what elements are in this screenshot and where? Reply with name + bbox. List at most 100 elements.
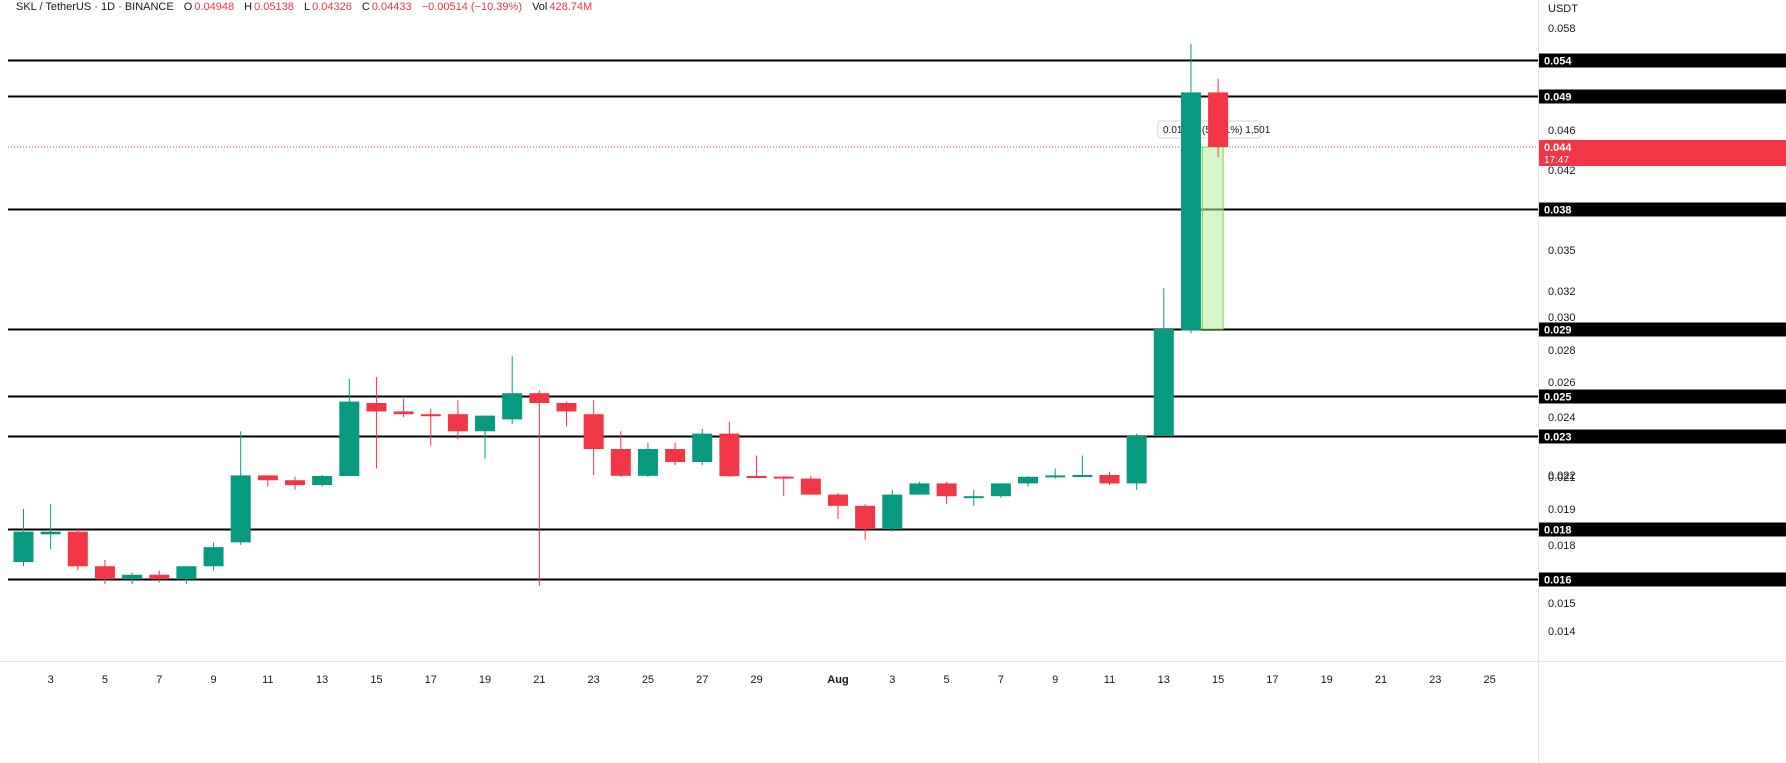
candle[interactable] [882, 489, 903, 532]
candle-body [94, 566, 115, 579]
candle[interactable] [1099, 471, 1120, 485]
candle[interactable] [94, 559, 115, 585]
candle[interactable] [800, 475, 821, 495]
candle-body [257, 475, 278, 481]
candle-body [40, 531, 61, 535]
price-tick-label: 0.042 [1548, 165, 1576, 177]
time-tick-label: 9 [210, 674, 216, 686]
candle[interactable] [67, 529, 88, 571]
level-price-label: 0.029 [1544, 325, 1572, 337]
candle[interactable] [312, 475, 333, 487]
candle[interactable] [339, 378, 360, 477]
candle-body [746, 476, 767, 478]
candle[interactable] [1018, 476, 1039, 487]
candle-body [67, 531, 88, 567]
candle[interactable] [13, 509, 34, 567]
current-price-label: 0.044 [1544, 142, 1572, 154]
candle[interactable] [203, 542, 224, 571]
price-tick-label: 0.058 [1548, 23, 1576, 35]
candle[interactable] [909, 481, 930, 495]
candle[interactable] [1180, 44, 1201, 334]
candle[interactable] [40, 504, 61, 550]
candle-body [828, 494, 848, 506]
candle[interactable] [1126, 433, 1147, 490]
candle[interactable] [529, 390, 550, 586]
candle[interactable] [1072, 455, 1093, 478]
candle[interactable] [746, 455, 767, 479]
volume-value: 428.74M [549, 1, 593, 13]
candle-body [1045, 475, 1066, 478]
open-label: O [183, 1, 193, 13]
candle-body [366, 403, 387, 412]
candle-body [393, 411, 414, 415]
candle[interactable] [1208, 78, 1229, 157]
candle[interactable] [855, 504, 876, 540]
time-tick-label: 3 [48, 674, 54, 686]
currency-label[interactable]: USDT [1548, 3, 1578, 15]
currency-selector[interactable]: USDT [1538, 0, 1786, 22]
candle[interactable] [176, 566, 197, 585]
time-tick-label: 19 [479, 674, 491, 686]
candle[interactable] [447, 400, 468, 440]
level-price-label: 0.023 [1544, 432, 1572, 444]
candle[interactable] [610, 431, 631, 477]
candle-body [447, 414, 468, 432]
price-tick-label: 0.018 [1548, 540, 1576, 552]
candle[interactable] [692, 428, 713, 466]
candle[interactable] [828, 493, 848, 519]
price-tick-label: 0.030 [1548, 312, 1576, 324]
candle[interactable] [556, 401, 577, 427]
candle[interactable] [936, 481, 957, 505]
time-tick-label: 13 [316, 674, 328, 686]
price-tick-label: 0.026 [1548, 377, 1576, 389]
candle[interactable] [1153, 288, 1174, 436]
candle-body [203, 547, 224, 567]
candle-body [149, 574, 170, 579]
time-tick-label: 21 [1375, 674, 1387, 686]
candle[interactable] [285, 476, 305, 490]
candle[interactable] [257, 475, 278, 487]
candle-body [502, 393, 523, 420]
candle[interactable] [149, 570, 170, 583]
volume-label: Vol [532, 1, 548, 13]
low-label: L [303, 1, 311, 13]
price-tick-label: 0.028 [1548, 345, 1576, 357]
candle[interactable] [230, 431, 251, 545]
price-tick-label: 0.014 [1548, 626, 1576, 638]
candle[interactable] [393, 398, 414, 417]
candle-body [1018, 476, 1039, 484]
price-tick-label: 0.024 [1548, 412, 1576, 424]
candle[interactable] [122, 572, 143, 585]
candle[interactable] [1045, 468, 1066, 479]
candle[interactable] [475, 415, 496, 459]
candle-body [882, 494, 903, 529]
price-tick-label: 0.035 [1548, 245, 1576, 257]
candle[interactable] [637, 442, 658, 478]
time-tick-label: 15 [370, 674, 382, 686]
level-price-badge [1539, 522, 1786, 537]
candle[interactable] [366, 377, 387, 469]
candle[interactable] [719, 421, 740, 477]
level-price-label: 0.025 [1544, 392, 1572, 404]
candle[interactable] [420, 408, 441, 446]
candle[interactable] [665, 442, 686, 466]
candle-body [800, 478, 821, 495]
time-tick-label: 7 [156, 674, 162, 686]
candle[interactable] [583, 400, 604, 475]
candle[interactable] [963, 489, 984, 506]
candle[interactable] [773, 476, 794, 497]
level-price-label: 0.049 [1544, 92, 1572, 104]
level-price-badge [1539, 429, 1786, 444]
current-price-badge [1539, 140, 1786, 166]
symbol-name[interactable]: SKL / TetherUS · 1D · BINANCE [16, 1, 174, 13]
time-tick-label: 5 [944, 674, 950, 686]
candle-body [909, 483, 930, 495]
time-tick-label: 29 [750, 674, 762, 686]
level-price-badge [1539, 572, 1786, 587]
time-tick-label: 11 [1104, 674, 1115, 686]
candle-body [1153, 329, 1174, 436]
candle[interactable] [502, 356, 523, 425]
candle[interactable] [990, 483, 1011, 498]
